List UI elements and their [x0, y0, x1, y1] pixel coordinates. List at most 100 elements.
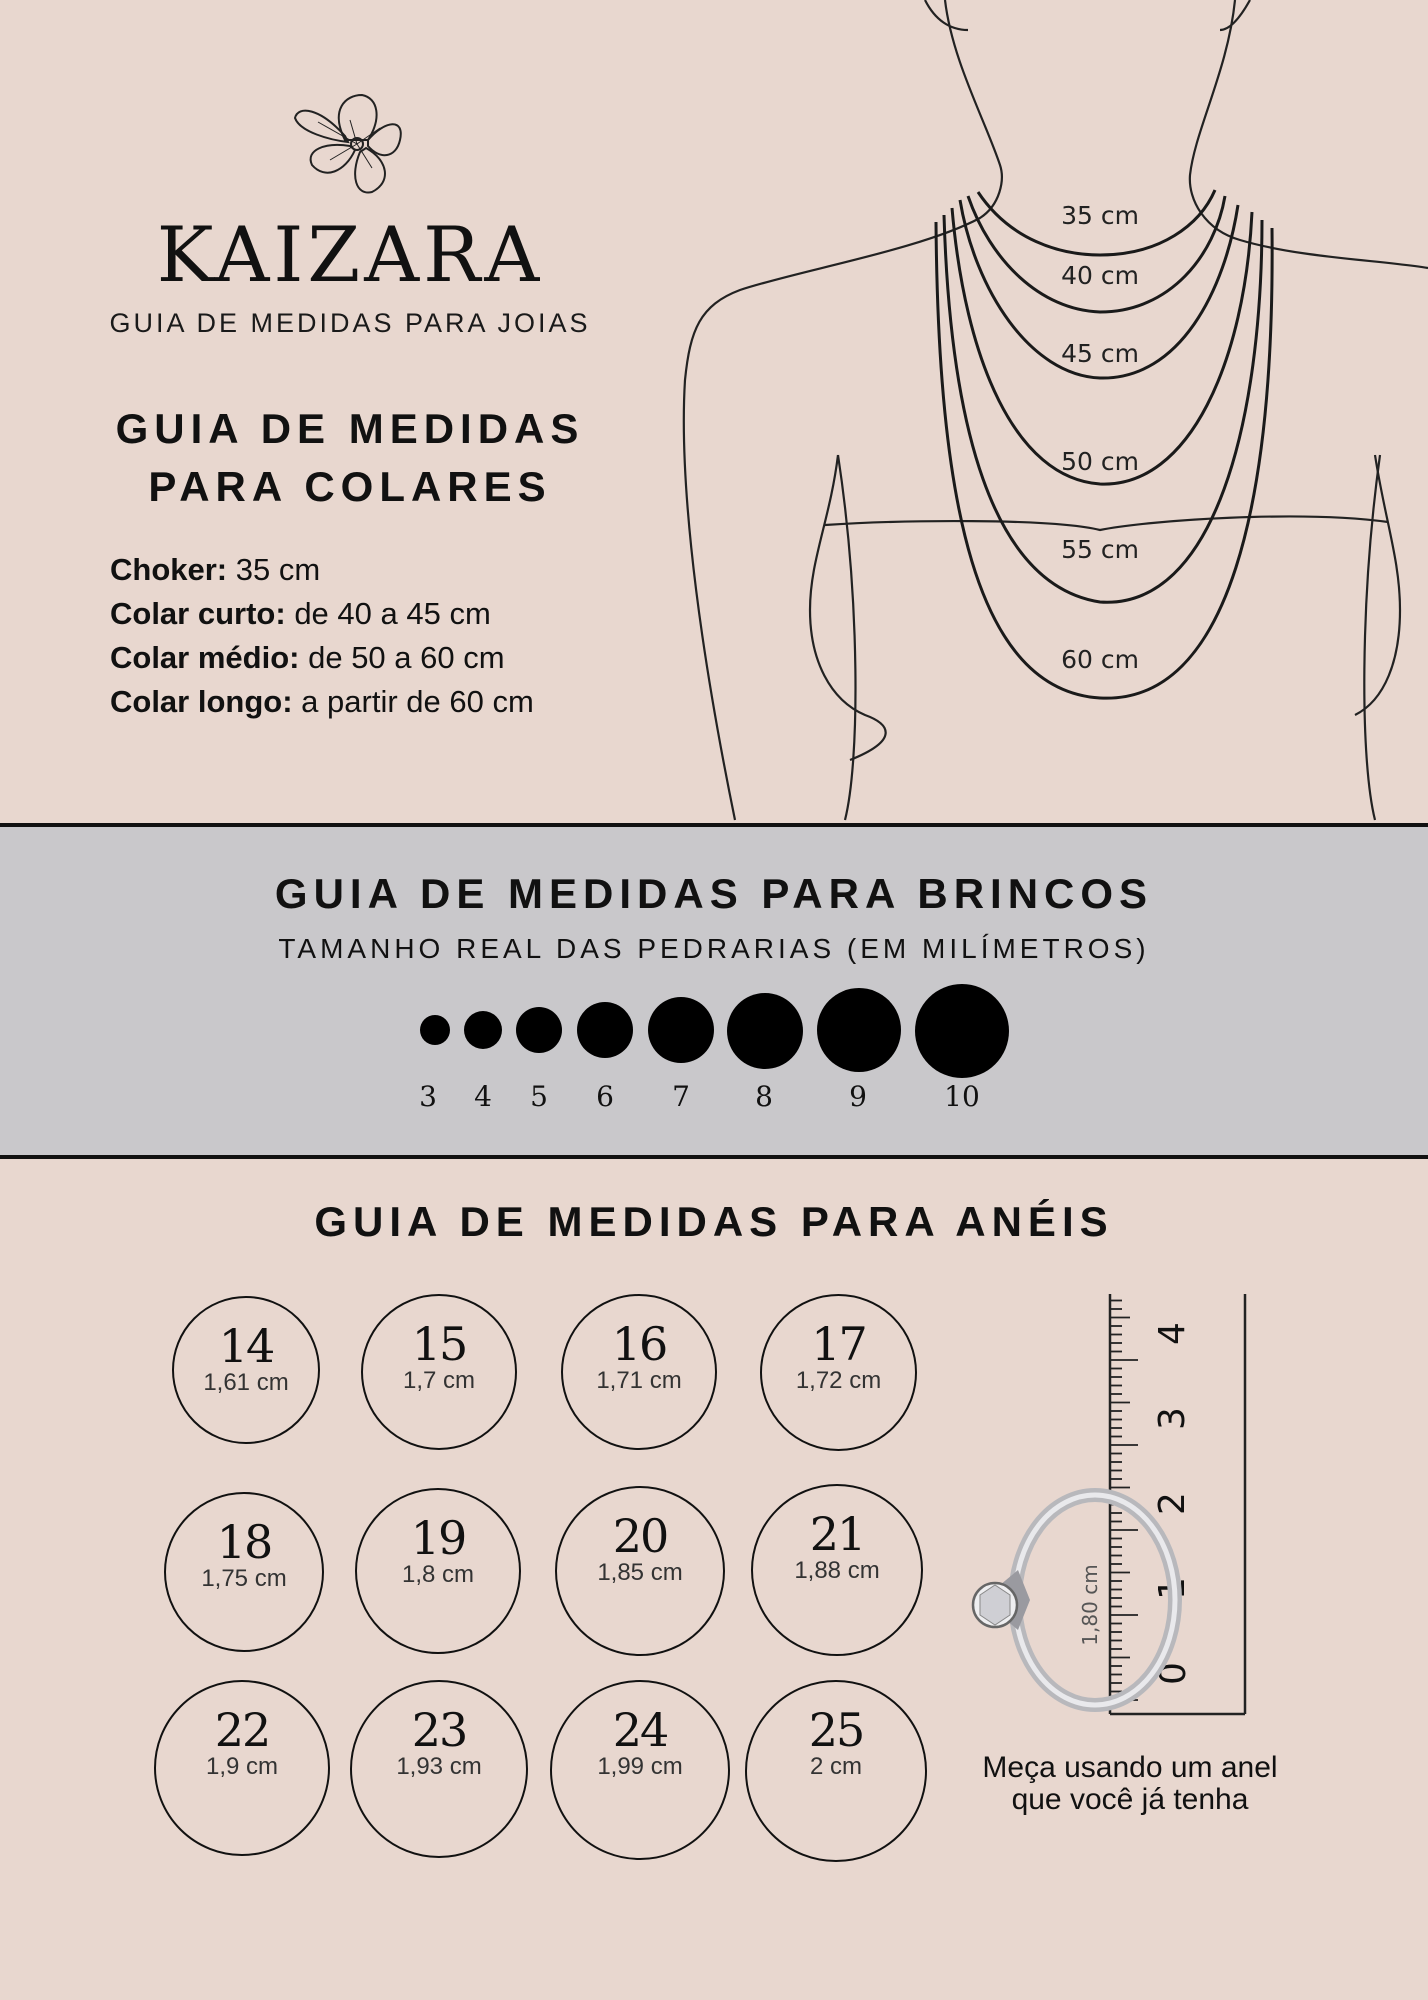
list-item: Colar médio: de 50 a 60 cm: [110, 636, 534, 680]
ring-diameter: 1,61 cm: [203, 1369, 289, 1396]
ring-size-20: 20 1,85 cm: [555, 1486, 725, 1656]
stone-3mm: [420, 1015, 450, 1045]
ring-diameter: 1,75 cm: [201, 1565, 287, 1592]
ring-number: 22: [214, 1703, 272, 1757]
stone-label-8: 8: [755, 1080, 773, 1113]
necklace-title-line2: PARA COLARES: [148, 463, 552, 510]
stone-6mm: [577, 1002, 633, 1058]
bust-illustration: [682, 0, 1428, 821]
item-label: Choker:: [110, 552, 228, 587]
ring-number: 19: [410, 1511, 468, 1565]
ring-diameter: 1,9 cm: [205, 1753, 279, 1780]
stone-label-6: 6: [596, 1080, 614, 1113]
stone-8mm: [727, 993, 803, 1069]
ring-size-18: 18 1,75 cm: [164, 1492, 324, 1652]
brand-name: KAIZARA: [156, 210, 544, 299]
ruler-numbers: 0 1 2 3 4: [1152, 1322, 1194, 1685]
ring-number: 15: [411, 1317, 469, 1371]
stone-label-5: 5: [530, 1080, 548, 1113]
solitaire-ring-icon: 1,80 cm: [971, 1488, 1182, 1712]
ring-number: 25: [808, 1703, 866, 1757]
ring-size-21: 21 1,88 cm: [751, 1484, 923, 1656]
ring-diameter: 2 cm: [809, 1753, 862, 1780]
ring-number: 24: [612, 1703, 670, 1757]
necklace-length-labels: 35 cm 40 cm 45 cm 50 cm 55 cm 60 cm: [1061, 201, 1139, 674]
stone-label-9: 9: [849, 1080, 867, 1113]
ring-size-16: 16 1,71 cm: [561, 1294, 717, 1450]
list-item: Colar longo: a partir de 60 cm: [110, 680, 534, 724]
item-label: Colar longo:: [110, 684, 293, 719]
necklace-lines: [934, 189, 1274, 700]
measure-instruction: Meça usando um anel que você já tenha: [930, 1752, 1330, 1816]
item-value: a partir de 60 cm: [301, 684, 534, 719]
ring-number: 16: [611, 1317, 669, 1371]
ring-diameter: 1,85 cm: [597, 1559, 683, 1586]
stone-9mm: [817, 988, 901, 1072]
measure-line-2: que você já tenha: [1011, 1783, 1249, 1816]
stone-label-3: 3: [419, 1080, 437, 1113]
necklace-size-list: Choker: 35 cm Colar curto: de 40 a 45 cm…: [110, 548, 534, 724]
necklace-label-35: 35 cm: [1061, 201, 1139, 230]
ring-size-17: 17 1,72 cm: [760, 1294, 917, 1451]
ring-size-14: 14 1,61 cm: [172, 1296, 320, 1444]
ring-size-23: 23 1,93 cm: [350, 1680, 528, 1858]
necklace-60: [934, 221, 1274, 700]
earring-subtitle: TAMANHO REAL DAS PEDRARIAS (EM MILÍMETRO…: [278, 933, 1150, 964]
flower-icon: [293, 93, 402, 194]
item-label: Colar curto:: [110, 596, 286, 631]
ring-number: 23: [411, 1703, 469, 1757]
necklace-title: GUIA DE MEDIDAS PARA COLARES: [60, 400, 640, 516]
necklace-label-60: 60 cm: [1061, 645, 1139, 674]
ring-diameter: 1,99 cm: [597, 1753, 683, 1780]
earring-title: GUIA DE MEDIDAS PARA BRINCOS: [274, 870, 1154, 917]
necklace-50: [950, 207, 1254, 486]
necklace-label-55: 55 cm: [1061, 535, 1139, 564]
stone-label-4: 4: [474, 1080, 492, 1113]
ring-number: 18: [216, 1515, 274, 1569]
ring-size-15: 15 1,7 cm: [361, 1294, 517, 1450]
stone-7mm: [648, 997, 714, 1063]
stone-label-7: 7: [672, 1080, 690, 1113]
necklace-label-40: 40 cm: [1061, 261, 1139, 290]
ring-size-25: 25 2 cm: [745, 1680, 927, 1862]
ring-size-24: 24 1,99 cm: [550, 1680, 730, 1860]
necklace-55: [942, 214, 1264, 604]
item-label: Colar médio:: [110, 640, 300, 675]
item-value: de 50 a 60 cm: [308, 640, 505, 675]
necklace-40: [966, 195, 1227, 314]
ring-diameter-label: 1,80 cm: [1078, 1564, 1102, 1645]
necklace-label-50: 50 cm: [1061, 447, 1139, 476]
necklace-45: [958, 199, 1240, 380]
ring-size-19: 19 1,8 cm: [355, 1488, 521, 1654]
ring-number: 20: [612, 1509, 670, 1563]
stone-label-10: 10: [944, 1080, 980, 1113]
ring-diameter: 1,8 cm: [401, 1561, 475, 1588]
item-value: de 40 a 45 cm: [294, 596, 491, 631]
ring-number: 17: [811, 1317, 868, 1371]
ring-number: 14: [218, 1319, 276, 1373]
list-item: Colar curto: de 40 a 45 cm: [110, 592, 534, 636]
earring-band: [0, 823, 1428, 1159]
item-value: 35 cm: [235, 552, 321, 587]
ruler-num-4: 4: [1152, 1322, 1193, 1345]
brand-subtitle: GUIA DE MEDIDAS PARA JOIAS: [109, 308, 591, 338]
measure-line-1: Meça usando um anel: [982, 1751, 1278, 1784]
ruler-num-2: 2: [1152, 1492, 1193, 1515]
ring-title: GUIA DE MEDIDAS PARA ANÉIS: [314, 1198, 1114, 1245]
necklace-35: [976, 189, 1217, 257]
ring-number: 21: [809, 1507, 867, 1561]
stone-5mm: [516, 1007, 562, 1053]
ring-diameter: 1,72 cm: [795, 1367, 882, 1394]
ring-diameter: 1,71 cm: [596, 1367, 682, 1394]
list-item: Choker: 35 cm: [110, 548, 534, 592]
stone-10mm: [915, 984, 1009, 1078]
ring-size-22: 22 1,9 cm: [154, 1680, 330, 1856]
ring-diameter: 1,93 cm: [396, 1753, 482, 1780]
necklace-title-line1: GUIA DE MEDIDAS: [115, 405, 585, 452]
ring-diameter: 1,88 cm: [794, 1557, 880, 1584]
ruler-num-3: 3: [1152, 1407, 1193, 1430]
ring-diameter: 1,7 cm: [402, 1367, 476, 1394]
stone-4mm: [464, 1011, 502, 1049]
necklace-label-45: 45 cm: [1061, 339, 1139, 368]
